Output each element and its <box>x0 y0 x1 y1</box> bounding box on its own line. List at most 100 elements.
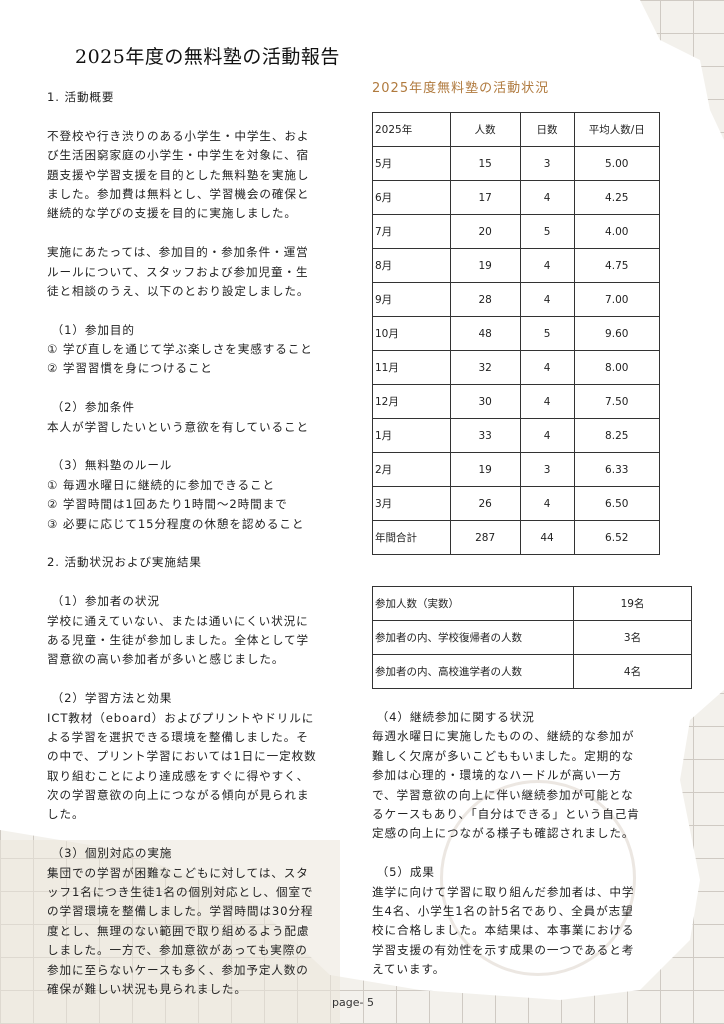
table-cell: 3 <box>519 452 575 487</box>
text-line: （5）成果 <box>372 865 435 880</box>
text-line: 学習支援の有効性を示す成果の一つであると考 <box>372 942 635 957</box>
table-cell: 3月 <box>372 486 451 521</box>
table-cell: 年間合計 <box>372 520 451 555</box>
text-line: しました。一方で、参加意欲があっても実際の <box>47 943 308 958</box>
left-column-text: 1. 活動概要 不登校や行き渋りのある小学生・中学生、およ び生活困窮家庭の小学生・… <box>47 88 317 999</box>
page-number: page- 5 <box>332 996 374 1009</box>
text-line: 継続的な学びの支援を目的に実施しました。 <box>47 206 297 221</box>
text-line: 徒と相談のうえ、以下のとおり設定しました。 <box>47 283 310 298</box>
table-cell: 44 <box>519 520 575 555</box>
table-row: 12月 30 4 7.50 <box>372 384 660 419</box>
table-row: 2月 19 3 6.33 <box>372 452 660 487</box>
summary-table: 参加人数（実数） 19名 参加者の内、学校復帰者の人数 3名 参加者の内、高校進学者の人… <box>372 586 692 689</box>
column-header: 2025年 <box>372 112 451 147</box>
blank-line <box>47 107 317 126</box>
text-line: （1）参加目的 <box>47 322 135 337</box>
column-header: 人数 <box>449 112 521 147</box>
text-line: した。 <box>47 807 85 822</box>
table-cell: 5 <box>519 214 575 249</box>
table-cell: 4 <box>519 180 575 215</box>
table-cell: 20 <box>449 214 521 249</box>
table-row: 7月 20 5 4.00 <box>372 214 660 249</box>
table-cell: 8.25 <box>573 418 660 453</box>
table-cell: 3 <box>519 146 575 181</box>
column-header: 日数 <box>519 112 575 147</box>
table-cell: 32 <box>449 350 521 385</box>
table-cell: 12月 <box>372 384 451 419</box>
table-row: 9月 28 4 7.00 <box>372 282 660 317</box>
summary-label: 参加者の内、学校復帰者の人数 <box>372 620 574 655</box>
text-line: （4）継続参加に関する状況 <box>372 710 535 724</box>
text-line: 定感の向上につながる様子も確認されました。 <box>372 826 635 841</box>
text-line: （1）参加者の状況 <box>47 594 160 609</box>
text-line: 確保が難しい状況も見られました。 <box>47 981 247 996</box>
text-line: 毎週水曜日に実施したものの、継続的な参加が <box>372 729 635 744</box>
text-line: ICT教材（eboard）およびプリントやドリルに <box>47 710 315 725</box>
table-cell: 4 <box>519 282 575 317</box>
table-cell: 19 <box>449 248 521 283</box>
table-cell: 11月 <box>372 350 451 385</box>
table-cell: 6.52 <box>573 520 660 555</box>
table-cell: 5.00 <box>573 146 660 181</box>
clock-watermark-icon <box>440 780 636 976</box>
table-cell: 6.50 <box>573 486 660 521</box>
right-column-text: （4）継続参加に関する状況 毎週水曜日に実施したものの、継続的な参加が 難しく欠席が… <box>372 708 640 979</box>
table-cell: 4.25 <box>573 180 660 215</box>
text-line: 度とし、無理のない範囲で取り組めるよう配慮 <box>47 923 310 938</box>
text-line: ① 毎週水曜日に継続的に参加できること <box>47 477 276 492</box>
table-row: 10月 48 5 9.60 <box>372 316 660 351</box>
blank-line <box>47 573 317 592</box>
text-line: （2）参加条件 <box>47 400 135 415</box>
table-cell: 9月 <box>372 282 451 317</box>
text-line: 集団での学習が困難なこどもに対しては、スタ <box>47 865 309 880</box>
summary-row: 参加者の内、高校進学者の人数 4名 <box>372 654 692 689</box>
text-line: の中で、プリント学習においては1日に一定枚数 <box>47 749 317 764</box>
summary-label: 参加者の内、高校進学者の人数 <box>372 654 574 689</box>
text-line: 実施にあたっては、参加目的・参加条件・運営 <box>47 245 309 260</box>
text-line: 題支援や学習支援を目的とした無料塾を実施し <box>47 167 310 182</box>
table-cell: 1月 <box>372 418 451 453</box>
table-cell: 4 <box>519 486 575 521</box>
text-line: （2）学習方法と効果 <box>47 691 173 706</box>
table-row: 1月 33 4 8.25 <box>372 418 660 453</box>
table-cell: 9.60 <box>573 316 660 351</box>
table-cell: 7月 <box>372 214 451 249</box>
blank-line <box>47 301 317 320</box>
blank-line <box>372 844 640 863</box>
table-cell: 8月 <box>372 248 451 283</box>
table-cell: 5月 <box>372 146 451 181</box>
blank-line <box>47 534 317 553</box>
text-line: るケースもあり、「自分はできる」という自己肯 <box>372 806 640 821</box>
text-line: 校に合格しました。本結果は、本事業における <box>372 923 635 938</box>
text-line: ルールについて、スタッフおよび参加児童・生 <box>47 264 309 279</box>
table-cell: 7.00 <box>573 282 660 317</box>
table-cell: 4 <box>519 248 575 283</box>
table-row: 5月 15 3 5.00 <box>372 146 660 181</box>
text-line: び生活困窮家庭の小学生・中学生を対象に、宿 <box>47 148 310 163</box>
table-cell: 7.50 <box>573 384 660 419</box>
text-line: 生4名、小学生1名の計5名であり、全員が志望 <box>372 903 634 918</box>
text-line: よる学習を選択できる環境を整備しました。そ <box>47 729 309 744</box>
text-line: ③ 必要に応じて15分程度の休憩を認めること <box>47 516 305 531</box>
table-cell: 19 <box>449 452 521 487</box>
summary-row: 参加人数（実数） 19名 <box>372 586 692 621</box>
blank-line <box>47 379 317 398</box>
decorative-paper-texture <box>0 840 340 1024</box>
table-row: 3月 26 4 6.50 <box>372 486 660 521</box>
text-line: の学習環境を整備しました。学習時間は30分程 <box>47 904 314 919</box>
table-cell: 6月 <box>372 180 451 215</box>
table-cell: 4 <box>519 418 575 453</box>
summary-value: 3名 <box>573 620 692 655</box>
table-cell: 10月 <box>372 316 451 351</box>
text-line: 2. 活動状況および実施結果 <box>47 555 202 570</box>
table-cell: 26 <box>449 486 521 521</box>
table-cell: 5 <box>519 316 575 351</box>
table-cell: 287 <box>449 520 521 555</box>
table-title: 2025年度無料塾の活動状況 <box>372 81 550 96</box>
table-cell: 48 <box>449 316 521 351</box>
table-cell: 30 <box>449 384 521 419</box>
text-line: 参加は心理的・環境的なハードルが高い一方 <box>372 768 622 783</box>
text-line: （3）個別対応の実施 <box>47 846 173 861</box>
table-cell: 4.00 <box>573 214 660 249</box>
summary-value: 4名 <box>573 654 692 689</box>
